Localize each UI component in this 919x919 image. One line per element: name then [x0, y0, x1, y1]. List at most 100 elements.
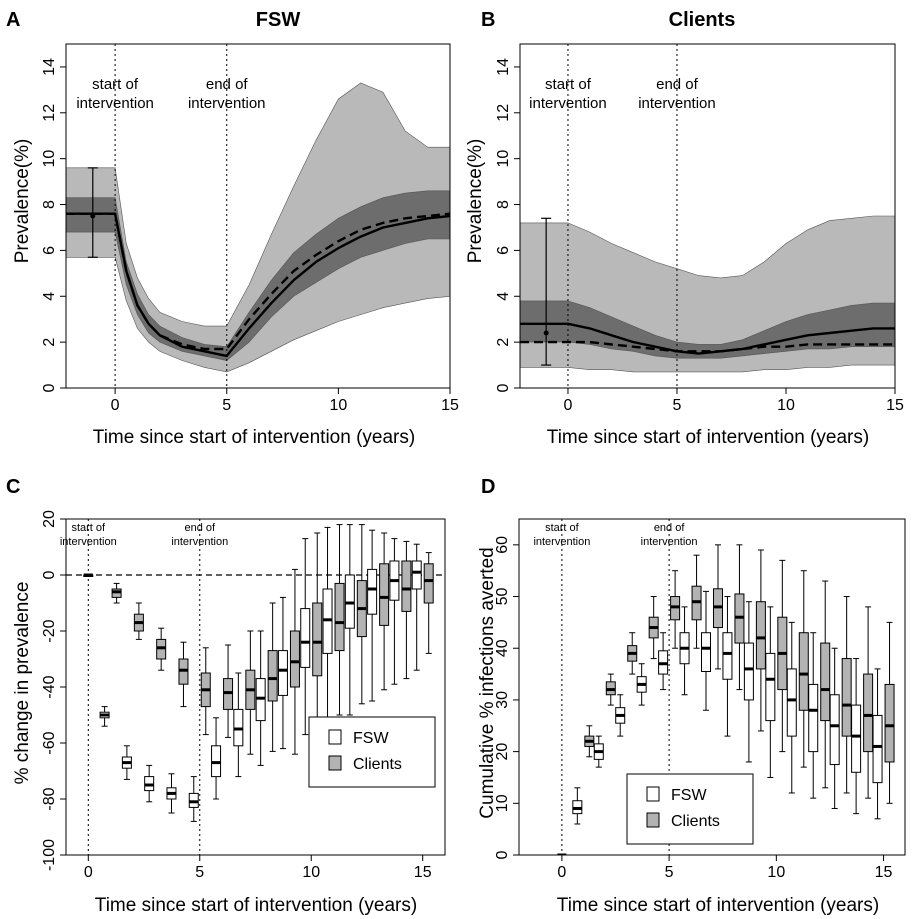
panel-d-box-clients-5: [670, 570, 681, 649]
panel-c-box-fsw-15: [411, 543, 422, 671]
panel-b-y-axis: 0 2 4 6 8 10 12 14: [495, 58, 520, 392]
panel-a-x-tick-label: 10: [329, 397, 347, 414]
panel-c-y-tick-label: -20: [41, 619, 58, 642]
panel-a-data-point: [90, 213, 96, 219]
panel-d-box-fsw-7: [701, 590, 711, 711]
panel-letter-b: B: [481, 9, 495, 31]
panel-b-y-tick-label: 10: [495, 150, 512, 168]
panel-d-box-fsw-3: [615, 694, 626, 737]
panel-d-box-fsw-6: [679, 606, 690, 696]
box-iqr: [289, 630, 300, 688]
panel-d-y-tick-label: 20: [494, 743, 511, 761]
panel-d-y-tick-label: 60: [494, 536, 511, 554]
panel-c-box-fsw-10: [300, 538, 311, 736]
panel-letter-d: D: [481, 476, 495, 498]
panel-d-series: [556, 544, 895, 855]
panel-d-legend-swatch-clients: [646, 812, 660, 828]
panel-a-y-tick-label: 14: [41, 58, 58, 76]
annotation-line: end of: [184, 522, 216, 534]
panel-c-box-fsw-3: [144, 764, 155, 803]
box-iqr: [423, 563, 434, 604]
panel-c-y-tick-label: -40: [41, 675, 58, 698]
box-iqr: [765, 652, 776, 722]
panel-b-y-tick-label: 2: [495, 338, 512, 347]
panel-c-box-fsw-13: [367, 529, 378, 702]
panel-d-box-clients-6: [691, 554, 702, 649]
panel-d-box-fsw-9: [743, 601, 754, 763]
panel-d-box-fsw-10: [765, 606, 776, 778]
panel-a-plot-area: [66, 82, 450, 373]
panel-a-y-tick-label: 4: [41, 292, 58, 301]
panel-d-y-tick-label: 50: [494, 588, 511, 606]
panel-c-box-fsw-2: [121, 745, 132, 780]
annotation-line: intervention: [638, 95, 716, 112]
panel-c-box-fsw-5: [188, 776, 199, 822]
annotation-line: intervention: [60, 536, 117, 548]
panel-d-x-tick-label: 5: [665, 864, 674, 881]
panel-a-series: [66, 82, 450, 373]
box-iqr: [798, 632, 809, 711]
panel-d-x-axis: 0 5 10 15: [557, 855, 893, 881]
panel-b-y-label: Prevalence(%): [465, 139, 486, 264]
panel-b-plot-area: [520, 215, 895, 373]
panel-c-frame: [65, 518, 446, 856]
panel-d-x-tick-label: 0: [557, 864, 566, 881]
panel-c-box-clients-14: [401, 540, 412, 680]
box-iqr: [829, 694, 840, 766]
panel-d-box-clients-1: [584, 725, 595, 758]
panel-d-box-fsw-5: [658, 632, 669, 691]
panel-b-x-tick-label: 10: [777, 397, 795, 414]
box-iqr: [820, 642, 831, 722]
panel-d-box-fsw-11: [786, 621, 797, 794]
panel-c-series: [66, 524, 445, 822]
panel-c: C start of intervention end of intervention…: [6, 476, 446, 916]
panel-c-box-clients-8: [267, 602, 278, 752]
panel-c-box-clients-12: [356, 524, 367, 705]
panel-c-y-tick-label: 20: [41, 510, 58, 528]
panel-c-x-label: Time since start of intervention (years): [95, 895, 417, 916]
panel-c-box-clients-13: [379, 532, 390, 691]
panel-a-frame: [65, 43, 451, 389]
panel-c-box-clients-15: [423, 552, 434, 654]
panel-c-box-clients-7: [245, 630, 256, 755]
panel-c-box-fsw-9: [277, 596, 288, 750]
panel-c-box-clients-10: [312, 532, 323, 733]
panel-c-box-fsw-11: [322, 526, 333, 722]
panel-b-y-tick-label: 12: [495, 104, 512, 122]
panel-d-legend-label-clients: Clients: [671, 813, 720, 830]
box-iqr: [401, 560, 412, 612]
panel-c-legend: FSW Clients: [308, 716, 436, 788]
panel-d-box-clients-12: [820, 580, 831, 789]
panel-d-box-fsw-1: [572, 787, 583, 825]
panel-a-annotation-0: start of intervention: [76, 76, 154, 112]
panel-c-plot-area: [66, 524, 445, 822]
annotation-line: start of: [92, 76, 139, 93]
annotation-line: intervention: [641, 536, 698, 548]
panel-d-plot-area: [556, 544, 895, 855]
panel-c-box-fsw-14: [389, 538, 400, 685]
panel-c-legend-swatch-clients: [328, 755, 342, 771]
panel-b-title: Clients: [669, 9, 736, 31]
panel-b-x-tick-label: 0: [564, 397, 573, 414]
box-iqr: [379, 563, 390, 626]
panel-letter-c: C: [6, 476, 20, 498]
box-iqr: [851, 704, 862, 773]
panel-a-x-tick-label: 0: [111, 397, 120, 414]
panel-d-x-label: Time since start of intervention (years): [557, 895, 879, 916]
panel-d-box-fsw-2: [593, 735, 604, 768]
box-iqr: [312, 602, 323, 677]
panel-a-y-tick-label: 12: [41, 104, 58, 122]
panel-d-y-label: Cumulative % infections averted: [477, 547, 498, 818]
panel-d-x-tick-label: 15: [875, 864, 893, 881]
panel-d-y-tick-label: 0: [494, 850, 511, 859]
box-iqr: [863, 673, 874, 753]
box-iqr: [786, 668, 797, 737]
panel-d-box-clients-15: [884, 621, 895, 804]
panel-b-x-tick-label: 5: [673, 397, 682, 414]
panel-b-annotation-0: start of intervention: [529, 76, 607, 112]
panel-c-y-label: % change in prevalence: [12, 582, 33, 785]
panel-c-legend-label-clients: Clients: [353, 756, 402, 773]
box-iqr: [367, 568, 378, 615]
panel-c-annotation-1: end of intervention: [171, 522, 228, 548]
